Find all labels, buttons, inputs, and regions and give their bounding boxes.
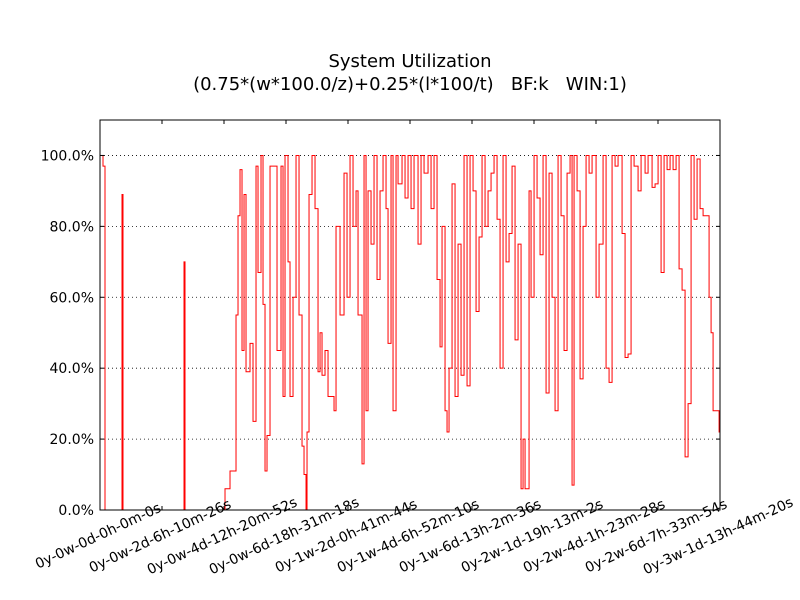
chart-subtitle: (0.75*(w*100.0/z)+0.25*(l*100/t) BF:k WI… [193, 74, 627, 95]
chart-title: System Utilization [328, 51, 491, 72]
plot [100, 154, 720, 511]
y-tick-label: 20.0% [50, 432, 94, 448]
y-tick-label: 80.0% [50, 219, 94, 235]
y-tick-label: 40.0% [50, 361, 94, 377]
y-tick-label: 0.0% [58, 503, 94, 519]
y-tick-label: 60.0% [50, 290, 94, 306]
y-tick-label: 100.0% [41, 148, 94, 164]
data-line [100, 154, 720, 511]
